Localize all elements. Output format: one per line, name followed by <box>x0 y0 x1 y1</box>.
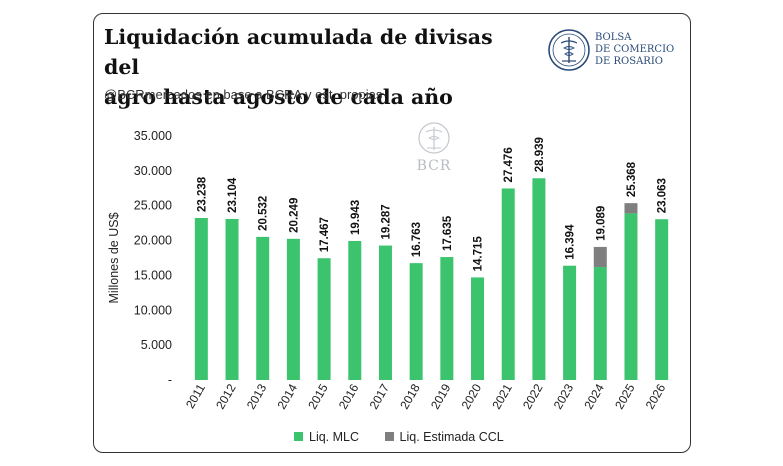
y-tick-label: 5.000 <box>141 338 172 352</box>
bar-ccl <box>624 203 638 214</box>
bcr-emblem-icon <box>548 29 590 71</box>
x-tick-label: 2026 <box>643 381 669 411</box>
bar-mlc <box>563 265 577 380</box>
x-tick-label: 2014 <box>275 381 301 411</box>
title-line-1: Liquidación acumulada de divisas del <box>104 25 493 79</box>
x-tick-label: 2013 <box>244 381 270 411</box>
data-label: 23.104 <box>227 177 239 213</box>
logo-line-1: BOLSA <box>595 32 632 43</box>
legend-swatch-ccl <box>384 432 394 441</box>
x-tick-label: 2024 <box>581 381 607 411</box>
bar-mlc <box>317 258 331 380</box>
data-label: 20.532 <box>258 196 270 231</box>
chart-card: Liquidación acumulada de divisas del agr… <box>93 13 691 453</box>
chart-title: Liquidación acumulada de divisas del agr… <box>104 22 534 112</box>
bar-mlc <box>348 240 362 380</box>
bar-mlc <box>532 178 546 380</box>
bar-mlc <box>194 217 208 380</box>
bar-mlc <box>501 188 515 380</box>
x-tick-label: 2018 <box>397 381 423 411</box>
bar-mlc <box>378 245 392 380</box>
y-tick-label: 15.000 <box>134 268 172 282</box>
legend-swatch-mlc <box>294 432 303 441</box>
legend-label-ccl: Liq. Estimada CCL <box>399 430 504 444</box>
x-tick-label: 2021 <box>489 381 515 411</box>
x-tick-label: 2025 <box>612 381 638 411</box>
data-label: 23.063 <box>657 178 669 213</box>
bar-mlc <box>471 277 485 380</box>
bar-mlc <box>624 213 638 380</box>
bar-mlc <box>440 257 454 380</box>
data-label: 19.089 <box>595 206 607 241</box>
data-label: 19.943 <box>350 200 362 235</box>
x-tick-label: 2016 <box>336 381 362 411</box>
legend-label-mlc: Liq. MLC <box>309 430 360 444</box>
x-tick-label: 2015 <box>305 381 331 411</box>
bar-mlc <box>655 219 669 380</box>
x-tick-label: 2012 <box>213 381 239 411</box>
data-label: 28.939 <box>534 137 546 172</box>
bcr-logo: BOLSA DE COMERCIO DE ROSARIO <box>547 28 682 72</box>
chart-subtitle: @BCRmercados en base a BCRA y est. propi… <box>104 87 383 102</box>
logo-line-2: DE COMERCIO <box>595 44 675 55</box>
bar-mlc <box>225 218 239 380</box>
legend-item-ccl: Liq. Estimada CCL <box>384 430 504 444</box>
data-label: 16.394 <box>565 224 577 260</box>
bar-mlc <box>286 238 300 380</box>
x-tick-label: 2023 <box>551 381 577 411</box>
logo-line-3: DE ROSARIO <box>595 56 663 67</box>
title-line-2: agro hasta agosto de cada año <box>104 85 453 109</box>
chart-legend: Liq. MLC Liq. Estimada CCL <box>294 430 526 444</box>
bcr-watermark: BCR <box>412 120 456 178</box>
bar-chart: Millones de US$ - 5.000 10.000 15.000 20.000 2… <box>107 129 669 412</box>
y-tick-label: 10.000 <box>134 303 172 317</box>
data-label: 23.238 <box>196 176 208 212</box>
data-label: 25.368 <box>626 161 638 197</box>
y-tick-label: - <box>168 373 172 387</box>
watermark-emblem-icon <box>418 122 450 154</box>
bcr-logo-text: BOLSA DE COMERCIO DE ROSARIO <box>595 32 685 68</box>
y-tick-label: 30.000 <box>134 164 172 178</box>
data-label: 19.287 <box>380 204 392 239</box>
legend-item-mlc: Liq. MLC <box>294 430 359 444</box>
x-tick-label: 2020 <box>459 381 485 411</box>
data-label: 16.763 <box>411 222 423 257</box>
y-tick-label: 35.000 <box>134 129 172 143</box>
x-tick-label: 2022 <box>520 381 546 411</box>
y-axis-title: Millones de US$ <box>107 212 121 303</box>
x-tick-label: 2017 <box>367 381 393 411</box>
bar-mlc <box>256 236 270 380</box>
y-tick-label: 25.000 <box>134 199 172 213</box>
data-label: 17.467 <box>319 217 331 252</box>
bar-mlc <box>409 263 423 380</box>
y-tick-label: 20.000 <box>134 234 172 248</box>
bar-ccl <box>593 246 607 268</box>
watermark-text: BCR <box>416 158 452 174</box>
bar-mlc <box>593 267 607 380</box>
data-label: 27.476 <box>503 147 515 182</box>
data-label: 20.249 <box>288 198 300 233</box>
x-tick-label: 2019 <box>428 381 454 411</box>
x-tick-label: 2011 <box>183 381 208 411</box>
data-label: 14.715 <box>473 236 485 272</box>
data-label: 17.635 <box>442 215 454 251</box>
